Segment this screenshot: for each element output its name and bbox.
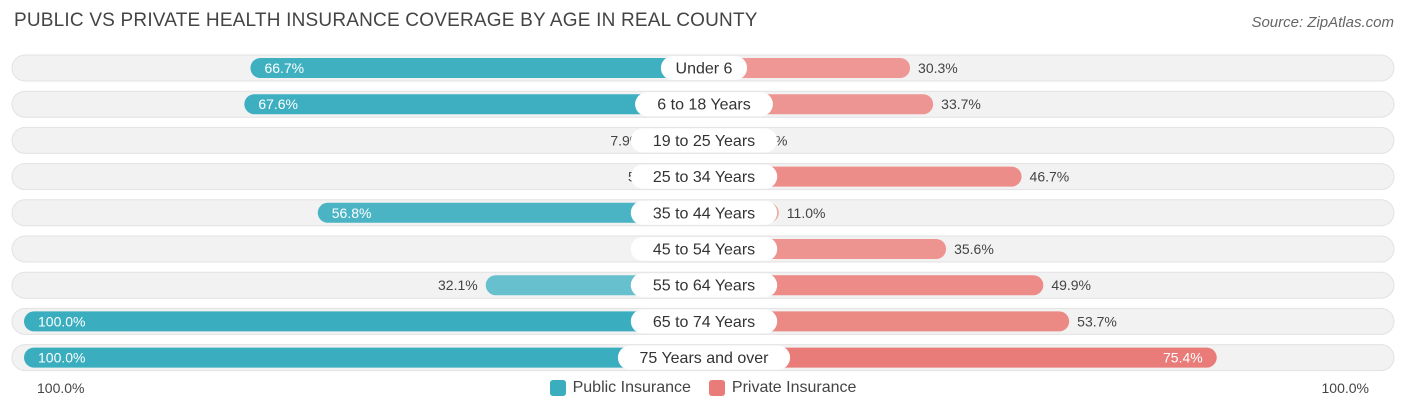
category-pill — [630, 164, 778, 189]
bar-public — [317, 202, 704, 223]
bar-private — [704, 58, 911, 78]
category-label: 6 to 18 Years — [657, 97, 750, 114]
category-label: 55 to 64 Years — [653, 278, 755, 295]
category-label: 65 to 74 Years — [653, 314, 755, 331]
category-pill — [630, 309, 778, 334]
bar-label-public: 56.8% — [332, 205, 372, 221]
category-pill — [630, 128, 778, 153]
bar-label-private: 33.7% — [941, 96, 981, 112]
bar-label-public: 100.0% — [38, 313, 85, 329]
axis-left-label: 100.0% — [37, 380, 85, 396]
legend-label-private: Private Insurance — [731, 379, 857, 396]
chart-title: PUBLIC VS PRIVATE HEALTH INSURANCE COVER… — [14, 10, 758, 31]
category-pill — [630, 273, 778, 298]
bar-label-private: 35.6% — [954, 241, 994, 257]
bar-private — [704, 275, 1044, 296]
category-label: Under 6 — [676, 61, 733, 78]
axis-right-label: 100.0% — [1321, 380, 1369, 396]
legend-item-private[interactable]: Private Insurance — [708, 379, 857, 397]
category-label: 25 to 34 Years — [653, 169, 755, 186]
bar-public — [24, 311, 704, 332]
bar-label-private: 49.9% — [1051, 277, 1091, 293]
bar-label-public: 32.1% — [438, 277, 478, 293]
category-pill — [630, 237, 778, 261]
legend: Public Insurance Private Insurance — [0, 379, 1406, 397]
category-pill — [617, 345, 791, 370]
bar-private — [704, 311, 1070, 332]
category-label: 45 to 54 Years — [653, 242, 755, 259]
bar-label-private: 11.0% — [787, 205, 826, 221]
bar-label-private: 75.4% — [1163, 350, 1203, 366]
bar-label-public: 100.0% — [38, 350, 85, 366]
category-label: 19 to 25 Years — [653, 133, 755, 150]
bar-public — [24, 347, 704, 368]
legend-item-public[interactable]: Public Insurance — [549, 379, 691, 397]
bar-label-public: 66.7% — [264, 60, 304, 76]
bar-private — [704, 166, 1022, 187]
bar-label-private: 46.7% — [1030, 169, 1070, 185]
bar-private — [704, 347, 1217, 368]
category-label: 35 to 44 Years — [653, 205, 755, 222]
legend-swatch-private — [708, 380, 725, 396]
legend-label-public: Public Insurance — [572, 379, 691, 396]
category-label: 75 Years and over — [640, 350, 770, 367]
source-credit: Source: ZipAtlas.com — [1251, 14, 1394, 31]
bar-label-private: 53.7% — [1077, 313, 1117, 329]
category-pill — [630, 200, 778, 225]
category-pill — [660, 56, 748, 80]
category-pill — [635, 92, 773, 117]
bar-label-private: 30.3% — [918, 60, 958, 76]
legend-swatch-public — [549, 380, 566, 396]
bar-label-public: 67.6% — [258, 96, 298, 112]
bar-public — [244, 94, 704, 115]
bar-public — [250, 58, 704, 78]
